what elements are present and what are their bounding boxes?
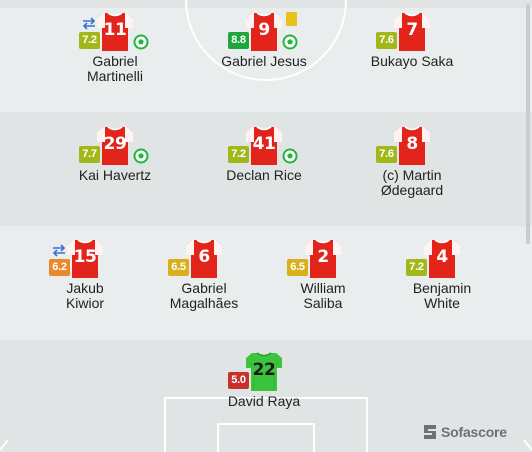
- player-rating: 6.2: [49, 259, 70, 276]
- jersey-number: 9: [258, 20, 270, 40]
- player-name: Declan Rice: [226, 167, 302, 183]
- player-name: Kai Havertz: [78, 167, 152, 183]
- jersey-number: 41: [252, 134, 276, 154]
- player-name: Gabriel Magalhães: [169, 280, 239, 311]
- substitution-icon: [52, 244, 66, 257]
- player-raya[interactable]: 22 5.0 David Raya: [199, 352, 329, 414]
- player-saliba[interactable]: 2 6.5 William Saliba: [258, 239, 388, 315]
- player-name: William Saliba: [300, 280, 346, 311]
- goal-ball-icon: [133, 148, 149, 164]
- player-name: (c) Martin Ødegaard: [380, 167, 444, 198]
- player-name: David Raya: [227, 393, 301, 409]
- yellow-card-icon: [286, 12, 297, 26]
- player-martinelli[interactable]: 11 7.2 Gabriel Martinelli: [50, 12, 180, 88]
- player-rating: 8.8: [228, 32, 249, 49]
- player-havertz[interactable]: 29 7.7 Kai Havertz: [50, 126, 180, 188]
- player-rating: 7.7: [79, 146, 100, 163]
- goalkeeper-jersey-icon: 22: [246, 352, 282, 392]
- player-rating: 7.2: [406, 259, 427, 276]
- pitch-stripe: [0, 0, 532, 8]
- jersey-number: 4: [436, 247, 448, 267]
- jersey-number: 22: [252, 360, 276, 380]
- jersey-number: 8: [406, 134, 418, 154]
- jersey-icon: 11: [97, 12, 133, 52]
- jersey-number: 15: [73, 247, 97, 267]
- jersey-number: 6: [198, 247, 210, 267]
- player-rating: 6.5: [168, 259, 189, 276]
- goal-ball-icon: [282, 148, 298, 164]
- jersey-icon: 8: [394, 126, 430, 166]
- jersey-number: 11: [103, 20, 127, 40]
- jersey-icon: 29: [97, 126, 133, 166]
- player-odegaard[interactable]: 8 7.6 (c) Martin Ødegaard: [347, 126, 477, 202]
- player-rating: 7.6: [376, 32, 397, 49]
- player-name: Benjamin White: [412, 280, 472, 311]
- sofascore-watermark: Sofascore: [423, 423, 507, 441]
- player-name: Gabriel Jesus: [221, 53, 307, 69]
- jersey-icon: 41: [246, 126, 282, 166]
- player-name: Jakub Kiwior: [65, 280, 105, 311]
- player-rating: 7.6: [376, 146, 397, 163]
- jersey-icon: 4: [424, 239, 460, 279]
- jersey-number: 29: [103, 134, 127, 154]
- player-white[interactable]: 4 7.2 Benjamin White: [377, 239, 507, 315]
- player-name: Gabriel Martinelli: [86, 53, 143, 84]
- brand-name: Sofascore: [441, 424, 507, 440]
- substitution-icon: [82, 17, 96, 30]
- jersey-icon: 2: [305, 239, 341, 279]
- goal-ball-icon: [133, 34, 149, 50]
- jersey-icon: 7: [394, 12, 430, 52]
- player-rating: 7.2: [79, 32, 100, 49]
- player-rating: 7.2: [228, 146, 249, 163]
- sofascore-logo-icon: [424, 425, 436, 439]
- player-name: Bukayo Saka: [370, 53, 454, 69]
- player-kiwior[interactable]: 15 6.2 Jakub Kiwior: [20, 239, 150, 315]
- player-rating: 5.0: [228, 372, 249, 389]
- jersey-icon: 15: [67, 239, 103, 279]
- player-rice[interactable]: 41 7.2 Declan Rice: [199, 126, 329, 188]
- scrollbar[interactable]: [526, 4, 530, 244]
- goal-ball-icon: [282, 34, 298, 50]
- jersey-icon: 6: [186, 239, 222, 279]
- player-magalhaes[interactable]: 6 6.5 Gabriel Magalhães: [139, 239, 269, 315]
- jersey-icon: 9: [246, 12, 282, 52]
- player-jesus[interactable]: 9 8.8 Gabriel Jesus: [199, 12, 329, 88]
- player-saka[interactable]: 7 7.6 Bukayo Saka: [347, 12, 477, 88]
- jersey-number: 7: [406, 20, 418, 40]
- player-rating: 6.5: [287, 259, 308, 276]
- jersey-number: 2: [317, 247, 329, 267]
